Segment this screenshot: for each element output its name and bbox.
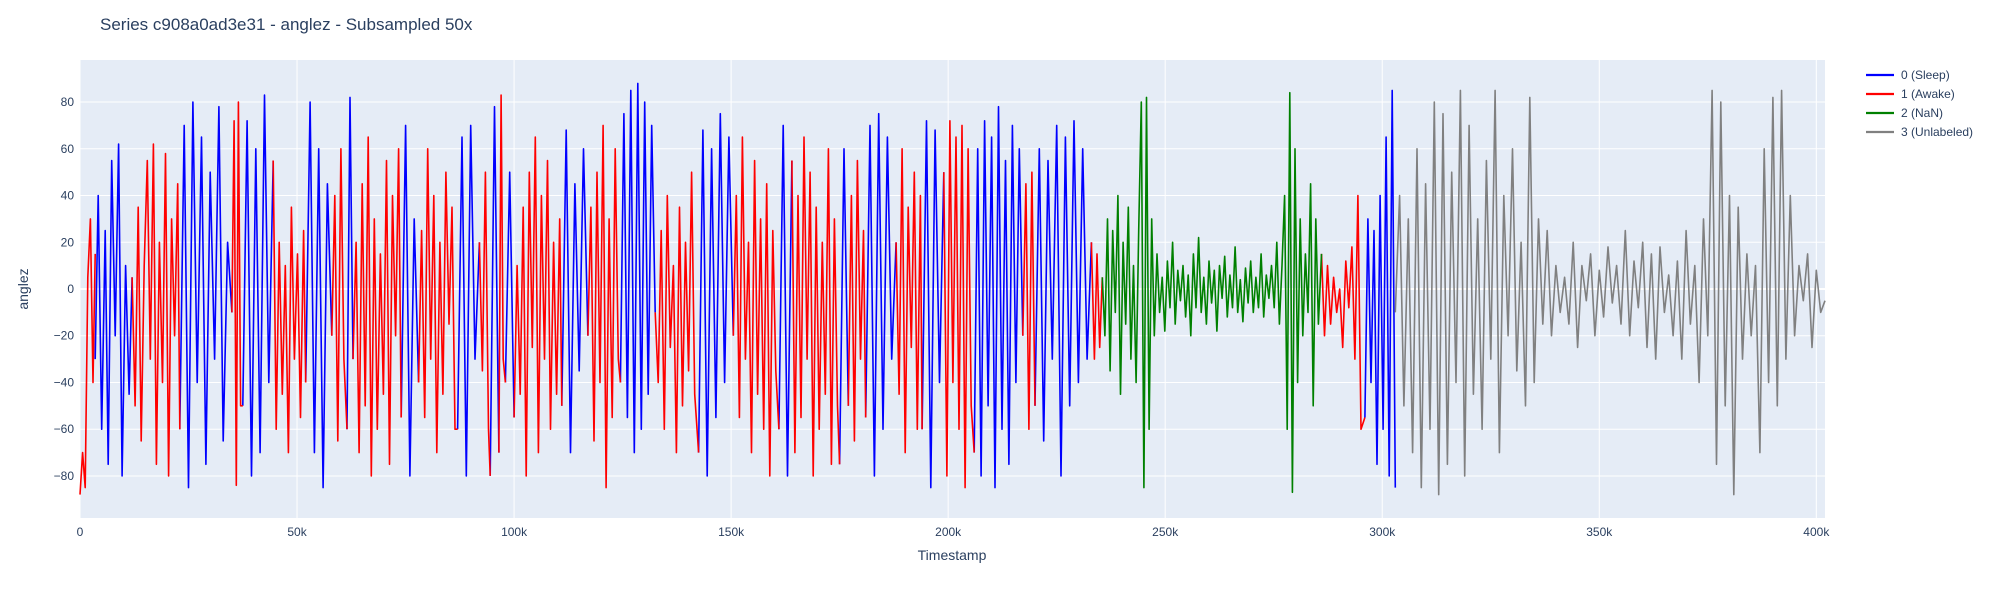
x-tick-label: 0 [77, 525, 84, 539]
series-line-segment[interactable] [973, 105, 1024, 489]
x-axis-label: Timestamp [918, 547, 987, 563]
y-axis-label: anglez [15, 268, 31, 309]
series-line-segment[interactable] [921, 120, 945, 489]
series-line-segment[interactable] [847, 159, 867, 442]
legend-label: 3 (Unlabeled) [1901, 125, 1973, 139]
y-tick-label: −40 [54, 375, 75, 389]
series-line-segment[interactable] [304, 101, 333, 489]
x-tick-label: 400k [1803, 525, 1830, 539]
legend-label: 1 (Awake) [1901, 87, 1955, 101]
y-tick-label: −80 [54, 469, 75, 483]
series-line-segment[interactable] [864, 112, 897, 477]
series-line-segment[interactable] [272, 160, 307, 454]
x-tick-label: 150k [718, 525, 745, 539]
series-line-segment[interactable] [943, 120, 975, 489]
series-line-segment[interactable] [1364, 89, 1397, 488]
series-line-segment[interactable] [179, 101, 233, 489]
x-tick-label: 200k [935, 525, 962, 539]
y-tick-label: 80 [61, 95, 75, 109]
chart-title: Series c908a0ad3e31 - anglez - Subsample… [100, 15, 473, 34]
series-line-segment[interactable] [331, 148, 348, 442]
legend-item[interactable]: 1 (Awake) [1866, 87, 1955, 101]
y-tick-label: −60 [54, 422, 75, 436]
series-0[interactable] [94, 82, 1397, 489]
series-line-segment[interactable] [131, 143, 181, 477]
series-line-segment[interactable] [697, 112, 735, 477]
x-tick-label: 50k [287, 525, 307, 539]
series-line-segment[interactable] [478, 171, 491, 476]
series-lines [79, 82, 1826, 496]
series-line-segment[interactable] [561, 129, 589, 454]
legend-item[interactable]: 0 (Sleep) [1866, 68, 1950, 82]
x-tick-label: 300k [1369, 525, 1396, 539]
series-line-segment[interactable] [417, 148, 458, 454]
series-line-segment[interactable] [242, 94, 274, 477]
series-line-segment[interactable] [619, 82, 656, 454]
x-axis-ticks: 0 50k 100k 150k 200k 250k 300k 350k 400k [77, 525, 1831, 539]
legend-label: 2 (NaN) [1901, 106, 1943, 120]
series-line-segment[interactable] [489, 105, 500, 476]
series-line-segment[interactable] [352, 136, 402, 477]
series-3[interactable] [1394, 89, 1826, 496]
series-line-segment[interactable] [587, 124, 622, 489]
legend-item[interactable]: 2 (NaN) [1866, 106, 1943, 120]
series-line-segment[interactable] [504, 171, 515, 418]
series-line-segment[interactable] [94, 143, 133, 477]
x-tick-label: 350k [1586, 525, 1613, 539]
y-tick-label: 60 [61, 142, 75, 156]
series-line-segment[interactable] [498, 94, 507, 453]
series-line-segment[interactable] [654, 171, 700, 454]
y-axis-ticks: −80 −60 −40 −20 0 20 40 60 80 [54, 95, 75, 483]
series-line-segment[interactable] [1090, 242, 1104, 360]
series-line-segment[interactable] [895, 148, 923, 454]
legend-label: 0 (Sleep) [1901, 68, 1950, 82]
series-2[interactable] [1101, 91, 1323, 494]
series-line-segment[interactable] [513, 136, 563, 477]
x-tick-label: 100k [501, 525, 528, 539]
series-line-segment[interactable] [838, 148, 850, 465]
x-tick-label: 250k [1152, 525, 1179, 539]
series-line-segment[interactable] [1394, 89, 1826, 496]
series-line-segment[interactable] [732, 136, 780, 477]
series-line-segment[interactable] [1320, 194, 1366, 431]
legend-item[interactable]: 3 (Unlabeled) [1866, 125, 1973, 139]
series-line-segment[interactable] [791, 136, 841, 477]
series-line-segment[interactable] [1101, 91, 1323, 494]
y-tick-label: 40 [61, 189, 75, 203]
y-tick-label: 0 [67, 282, 74, 296]
series-line-segment[interactable] [79, 218, 96, 495]
y-tick-label: −20 [54, 329, 75, 343]
series-line-segment[interactable] [400, 124, 420, 477]
legend[interactable]: 0 (Sleep) 1 (Awake) 2 (NaN) 3 (Unlabeled) [1866, 68, 1973, 139]
series-1[interactable] [79, 94, 1366, 495]
series-line-segment[interactable] [1034, 120, 1093, 477]
y-tick-label: 20 [61, 235, 75, 249]
series-line-segment[interactable] [778, 124, 793, 477]
series-line-segment[interactable] [346, 96, 354, 430]
series-line-segment[interactable] [1022, 171, 1036, 431]
series-line-segment[interactable] [231, 101, 243, 487]
series-line-segment[interactable] [456, 124, 481, 477]
